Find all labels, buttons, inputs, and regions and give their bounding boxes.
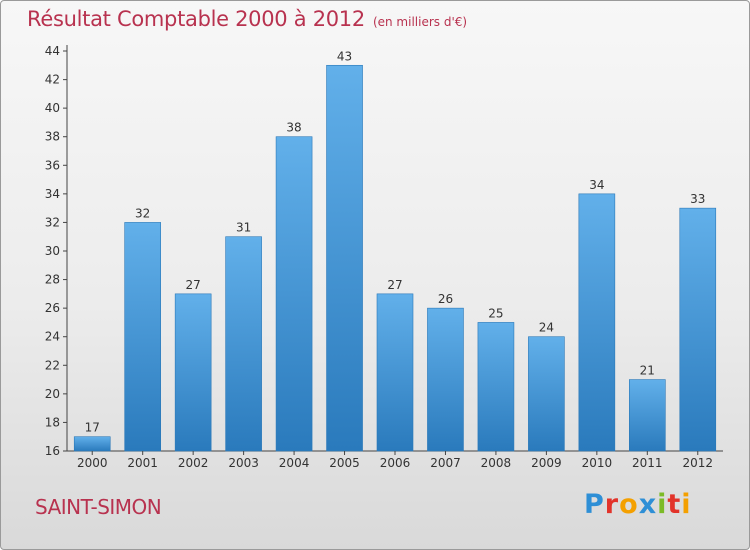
- data-label: 26: [438, 292, 453, 306]
- brand-logo-letter: i: [657, 489, 668, 520]
- data-label: 43: [337, 49, 352, 63]
- bar: [427, 307, 464, 452]
- chart-title: Résultat Comptable 2000 à 2012 (en millie…: [27, 7, 467, 31]
- bar: [124, 222, 161, 452]
- x-tick-label: 2003: [228, 456, 259, 470]
- x-tick-label: 2010: [582, 456, 613, 470]
- chart-subtitle: (en milliers d'€): [372, 15, 468, 29]
- brand-logo-letter: i: [681, 489, 692, 520]
- y-tick-label: 18: [45, 415, 60, 429]
- x-tick-label: 2008: [481, 456, 512, 470]
- bar: [679, 207, 717, 452]
- brand-logo: Proxiti: [584, 489, 692, 520]
- brand-logo-letter: o: [619, 489, 639, 520]
- y-tick-label: 28: [45, 273, 60, 287]
- bar: [477, 322, 515, 452]
- bar: [629, 379, 666, 452]
- brand-logo-letter: x: [638, 489, 658, 520]
- data-label: 27: [387, 278, 402, 292]
- brand-logo-letter: t: [667, 489, 682, 520]
- bar: [326, 64, 363, 452]
- data-label: 24: [539, 321, 554, 335]
- location-name: SAINT-SIMON: [35, 495, 162, 519]
- data-label: 33: [690, 192, 705, 206]
- y-tick-label: 36: [45, 158, 60, 172]
- bar: [578, 193, 616, 452]
- bar: [73, 436, 111, 452]
- x-tick-label: 2009: [531, 456, 562, 470]
- bar: [174, 293, 212, 452]
- y-tick-label: 38: [45, 130, 60, 144]
- data-label: 34: [589, 178, 604, 192]
- data-label: 32: [135, 206, 150, 220]
- y-tick-label: 24: [45, 330, 60, 344]
- brand-logo-letter: r: [604, 489, 620, 520]
- data-label: 25: [488, 306, 503, 320]
- brand-logo-letter: P: [584, 489, 605, 520]
- y-tick-label: 22: [45, 358, 60, 372]
- bar: [376, 293, 414, 452]
- x-tick-label: 2002: [178, 456, 209, 470]
- x-tick-label: 2006: [380, 456, 411, 470]
- y-tick-label: 34: [45, 187, 60, 201]
- x-tick-label: 2012: [682, 456, 713, 470]
- bar: [225, 236, 262, 452]
- y-tick-label: 20: [45, 387, 60, 401]
- y-tick-label: 26: [45, 301, 60, 315]
- x-tick-label: 2000: [77, 456, 108, 470]
- data-label: 31: [236, 221, 251, 235]
- x-tick-label: 2011: [632, 456, 663, 470]
- chart-title-text: Résultat Comptable 2000 à 2012: [27, 7, 365, 31]
- bar: [528, 336, 565, 452]
- bar: [275, 136, 313, 452]
- data-label: 38: [286, 121, 301, 135]
- y-tick-label: 32: [45, 215, 60, 229]
- y-tick-label: 16: [45, 444, 60, 458]
- y-tick-label: 30: [45, 244, 60, 258]
- x-tick-label: 2004: [279, 456, 310, 470]
- x-tick-label: 2007: [430, 456, 461, 470]
- x-tick-label: 2005: [329, 456, 360, 470]
- x-tick-label: 2001: [127, 456, 158, 470]
- data-label: 27: [186, 278, 201, 292]
- data-label: 17: [85, 421, 100, 435]
- y-tick-label: 44: [45, 44, 60, 58]
- y-tick-label: 40: [45, 101, 60, 115]
- data-label: 21: [640, 364, 655, 378]
- y-tick-label: 42: [45, 73, 60, 87]
